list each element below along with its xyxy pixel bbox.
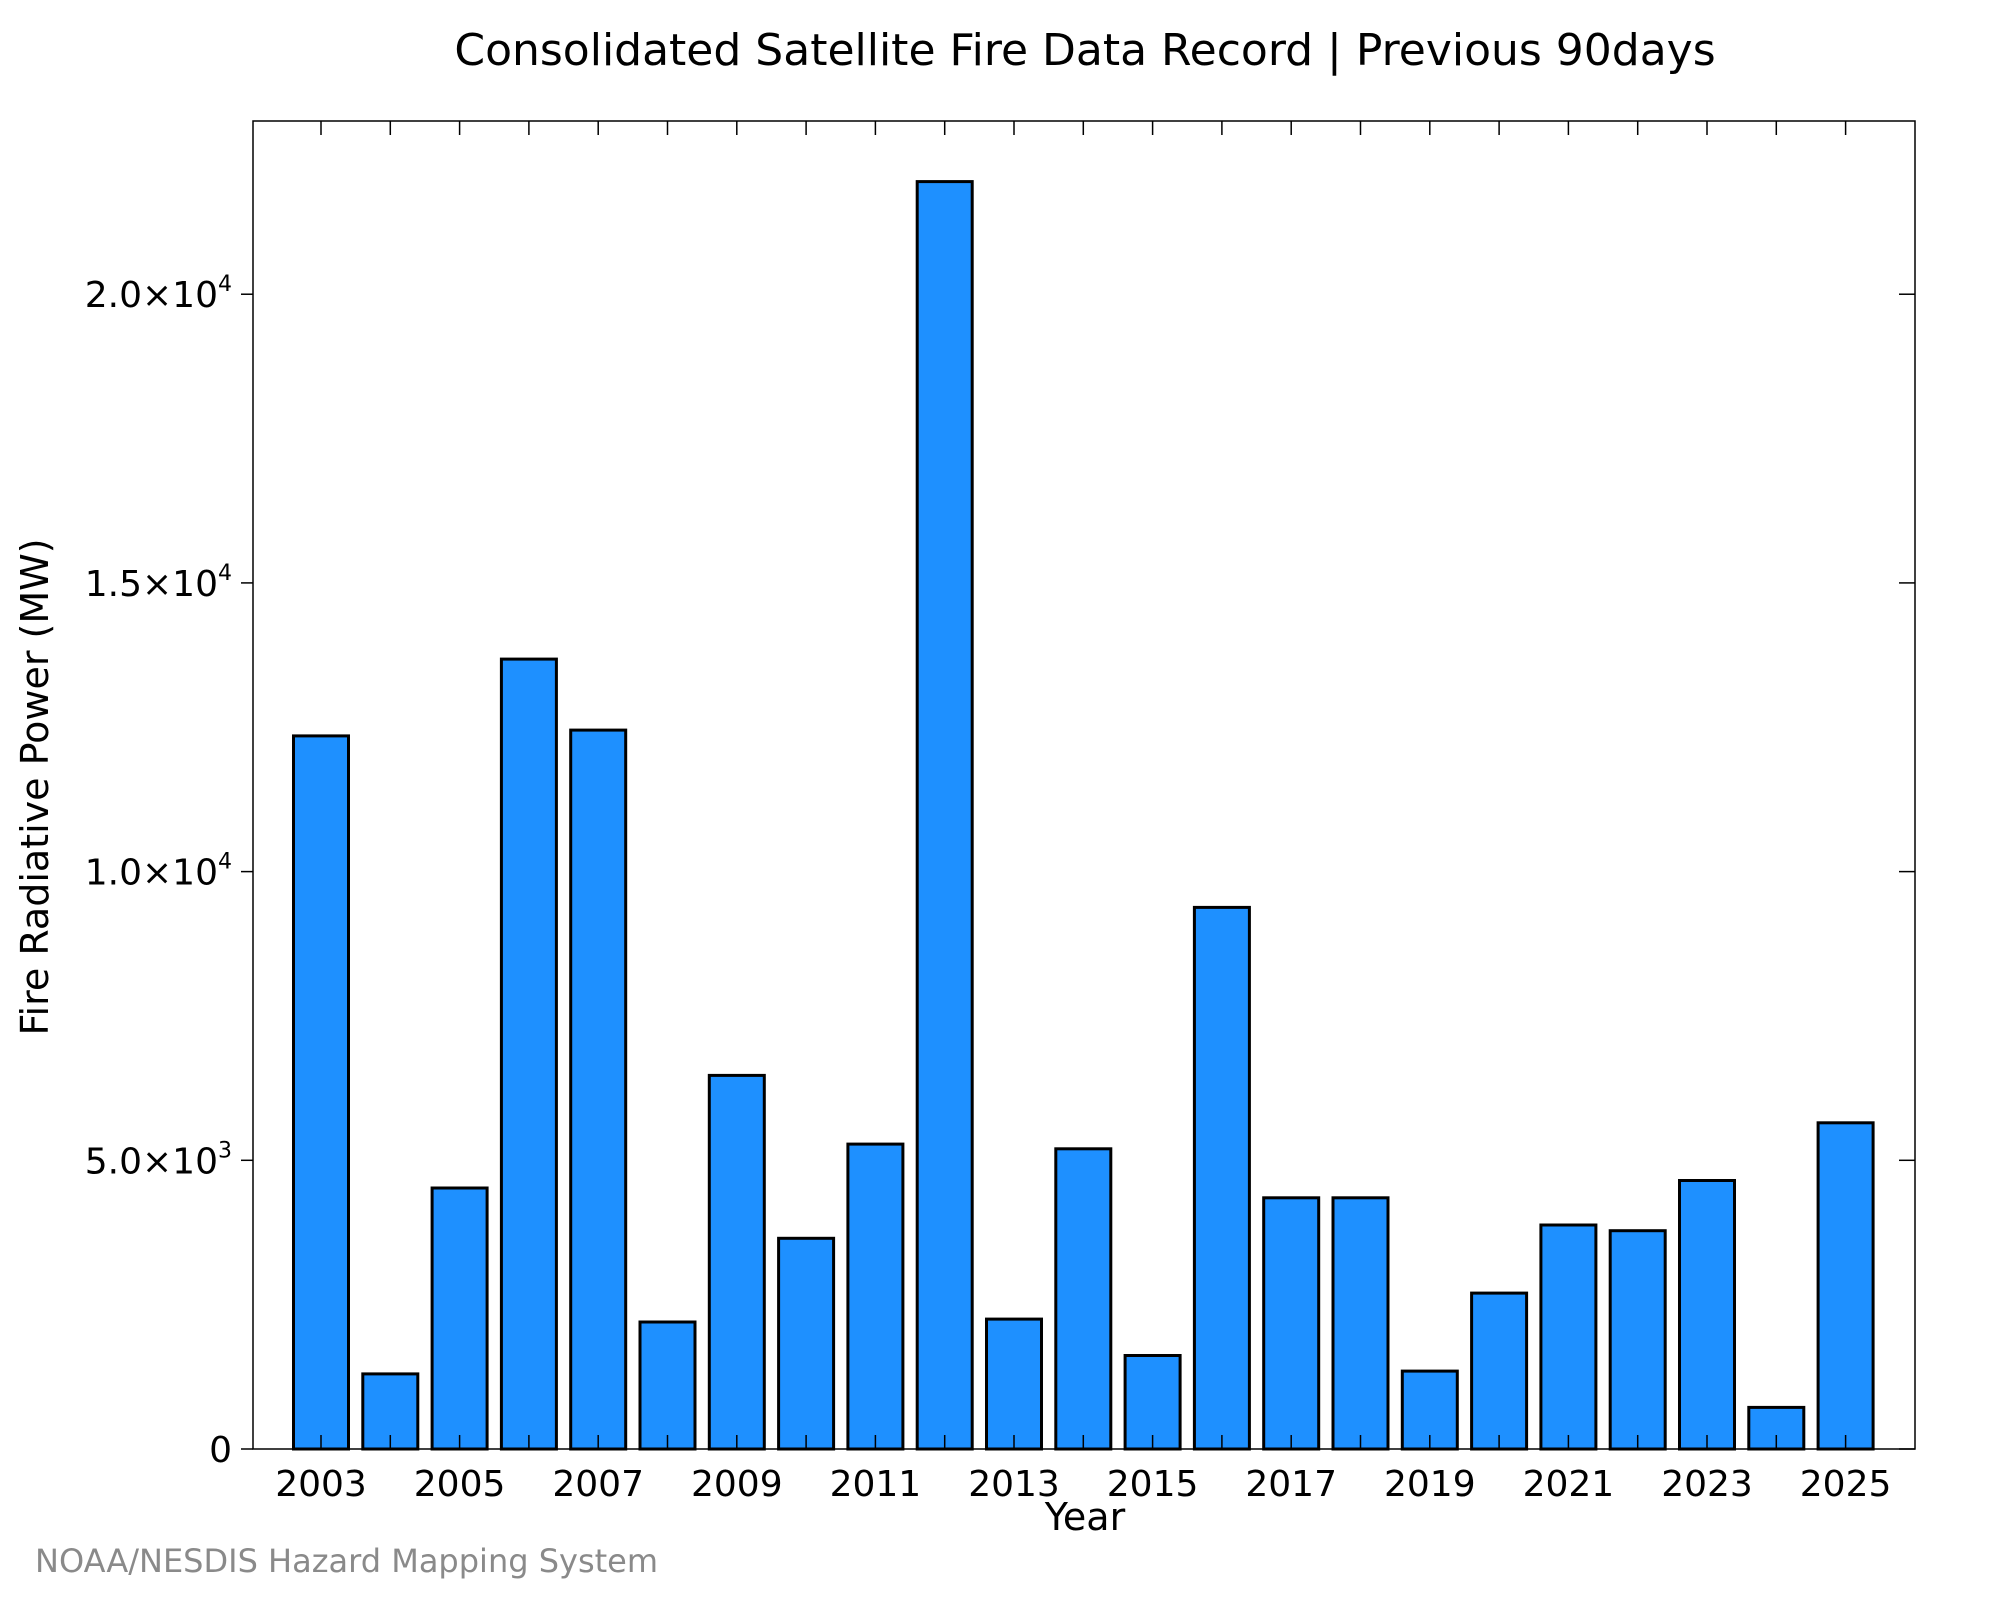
bar-2010 — [777, 1236, 836, 1451]
y-axis-label: Fire Radiative Power (MW) — [13, 538, 57, 1035]
bar-2007 — [569, 728, 628, 1451]
x-tick-label: 2015 — [1107, 1464, 1199, 1505]
x-tick-label: 2025 — [1800, 1464, 1892, 1505]
y-tick-mantissa: 2.0×10 — [85, 275, 218, 316]
y-tick-exponent: 3 — [218, 1138, 232, 1163]
credit-text: NOAA/NESDIS Hazard Mapping System — [35, 1542, 658, 1580]
bar-2023 — [1678, 1179, 1736, 1451]
x-tick-label: 2007 — [552, 1464, 644, 1505]
y-tick-mantissa: 1.0×10 — [85, 853, 218, 894]
y-tick-mantissa: 1.5×10 — [85, 564, 218, 605]
x-tick-label: 2011 — [830, 1464, 922, 1505]
y-tick-label: 5.0×103 — [85, 1138, 232, 1182]
x-tick-label: 2009 — [691, 1464, 783, 1505]
bar-2011 — [846, 1142, 905, 1451]
x-tick-label: 2013 — [968, 1464, 1060, 1505]
y-tick-mantissa: 5.0×10 — [85, 1141, 218, 1182]
bar-2017 — [1262, 1196, 1321, 1451]
y-tick-label: 1.0×104 — [85, 850, 232, 894]
bar-2013 — [985, 1317, 1043, 1451]
y-tick-label: 0 — [209, 1430, 232, 1471]
y-tick-exponent: 4 — [218, 850, 232, 875]
x-tick-label: 2023 — [1661, 1464, 1753, 1505]
bar-2006 — [499, 657, 558, 1451]
x-axis-label: Year — [1044, 1495, 1126, 1539]
x-tick-label: 2017 — [1245, 1464, 1337, 1505]
bar-2009 — [707, 1073, 766, 1451]
bar-2005 — [430, 1186, 489, 1451]
y-tick-mantissa: 0 — [209, 1430, 232, 1471]
bar-2022 — [1608, 1229, 1667, 1451]
y-tick-exponent: 4 — [218, 272, 232, 297]
x-tick-label: 2019 — [1384, 1464, 1476, 1505]
chart-title: Consolidated Satellite Fire Data Record … — [454, 25, 1715, 76]
bar-2014 — [1054, 1147, 1113, 1451]
y-tick-exponent: 4 — [218, 561, 232, 586]
plot-area: 2003 2005 2007 2009 2011 2013 2015 2017 2019 2021… — [85, 120, 1916, 1505]
bar-2020 — [1470, 1291, 1529, 1451]
x-tick-label: 2005 — [414, 1464, 506, 1505]
y-tick-label: 2.0×104 — [85, 272, 232, 316]
y-tick-label: 1.5×104 — [85, 561, 232, 605]
bar-2003 — [292, 734, 350, 1451]
bar-2008 — [638, 1320, 697, 1451]
x-tick-label: 2021 — [1523, 1464, 1615, 1505]
bar-2018 — [1331, 1196, 1390, 1451]
bar-2021 — [1539, 1223, 1598, 1451]
bar-2016 — [1192, 905, 1251, 1451]
bar-2015 — [1123, 1354, 1182, 1451]
x-tick-label: 2003 — [275, 1464, 367, 1505]
bar-2025 — [1816, 1121, 1875, 1451]
bar-2012 — [915, 180, 974, 1451]
